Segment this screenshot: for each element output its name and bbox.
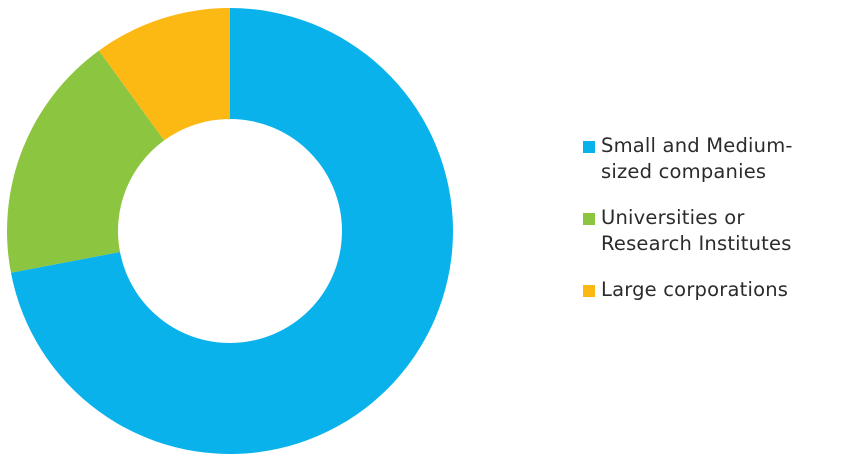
- legend-label-universities-research: Universities or Research Institutes: [601, 206, 792, 255]
- legend-swatch-universities-research: [583, 213, 595, 225]
- legend-item-large-corporations: Large corporations: [583, 277, 845, 303]
- legend-label-small-medium-companies: Small and Medium- sized companies: [601, 134, 793, 183]
- donut-slice-large-corporations: [98, 8, 230, 141]
- donut-slice-universities-research: [6, 50, 165, 273]
- legend-swatch-large-corporations: [583, 285, 595, 297]
- donut-slices: [6, 8, 454, 454]
- donut-slice-small-medium-companies: [10, 8, 454, 454]
- legend-swatch-small-medium-companies: [583, 141, 595, 153]
- legend-label-large-corporations: Large corporations: [601, 278, 789, 301]
- legend-item-universities-research: Universities or Research Institutes: [583, 205, 845, 257]
- legend-item-small-medium-companies: Small and Medium- sized companies: [583, 133, 845, 185]
- chart-legend: Small and Medium- sized companies Univer…: [583, 133, 845, 323]
